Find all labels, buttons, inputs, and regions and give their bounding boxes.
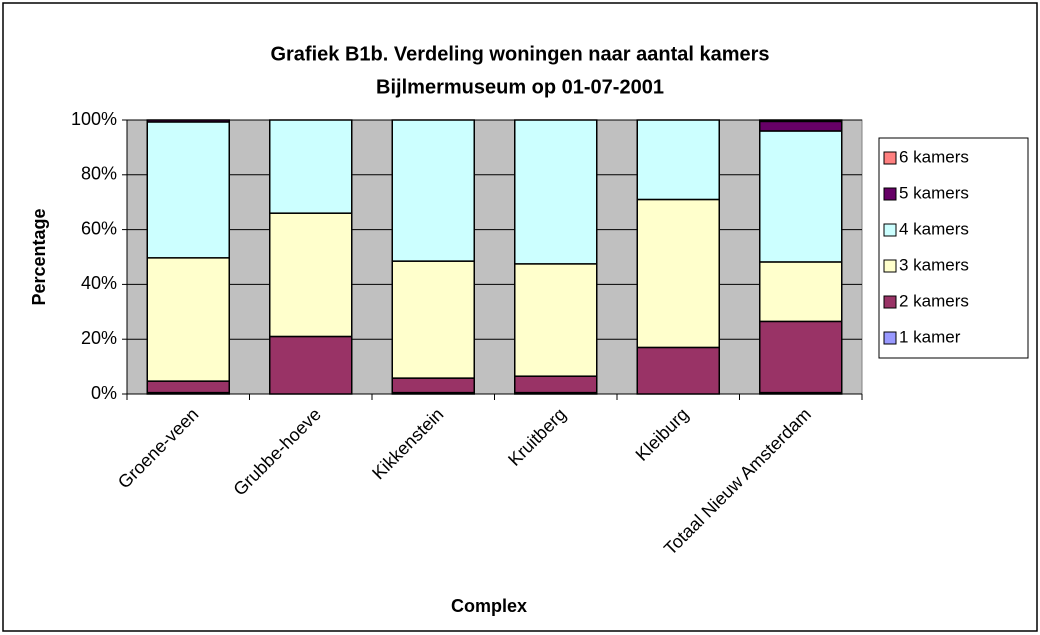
bar-segment — [391, 260, 475, 379]
bar-segment — [759, 320, 843, 394]
bar-segment — [514, 119, 598, 265]
bar-segment — [269, 212, 353, 338]
y-axis-label: Percentage — [29, 208, 49, 305]
chart-subtitle: Bijlmermuseum op 01-07-2001 — [376, 76, 664, 98]
chart-title: Grafiek B1b. Verdeling woningen naar aan… — [270, 43, 769, 65]
bar-segment — [759, 120, 843, 132]
legend-label: 2 kamers — [899, 291, 969, 310]
legend-swatch — [883, 331, 897, 345]
bar-segment — [514, 263, 598, 377]
legend-swatch — [883, 259, 897, 273]
bar-segment — [391, 119, 475, 262]
y-tick-label: 20% — [81, 328, 117, 348]
legend-box — [878, 137, 1029, 359]
bar-segment — [269, 119, 353, 214]
y-tick-label: 40% — [81, 273, 117, 293]
bar-segment — [269, 335, 353, 395]
legend-swatch — [883, 295, 897, 309]
y-tick-label: 0% — [91, 383, 117, 403]
bar-segment — [146, 257, 230, 382]
bar-segment — [759, 261, 843, 323]
bar-segment — [759, 130, 843, 263]
y-tick-label: 60% — [81, 218, 117, 238]
bar-segment — [146, 121, 230, 259]
x-axis-label: Complex — [451, 596, 527, 616]
legend-swatch — [883, 187, 897, 201]
legend-label: 3 kamers — [899, 255, 969, 274]
y-tick-label: 80% — [81, 164, 117, 184]
bar-segment — [146, 119, 230, 123]
legend-label: 5 kamers — [899, 183, 969, 202]
legend-swatch — [883, 223, 897, 237]
legend-label: 1 kamer — [899, 327, 961, 346]
bar-segment — [514, 375, 598, 394]
legend-label: 4 kamers — [899, 219, 969, 238]
bar-segment — [636, 346, 720, 395]
bar-segment — [391, 377, 475, 394]
legend-swatch — [883, 151, 897, 165]
legend-label: 6 kamers — [899, 147, 969, 166]
bar-segment — [636, 119, 720, 201]
bar-segment — [759, 119, 843, 123]
bar-segment — [146, 380, 230, 394]
plot-area — [126, 119, 863, 395]
y-tick-label: 100% — [71, 109, 117, 129]
bar-segment — [636, 198, 720, 349]
